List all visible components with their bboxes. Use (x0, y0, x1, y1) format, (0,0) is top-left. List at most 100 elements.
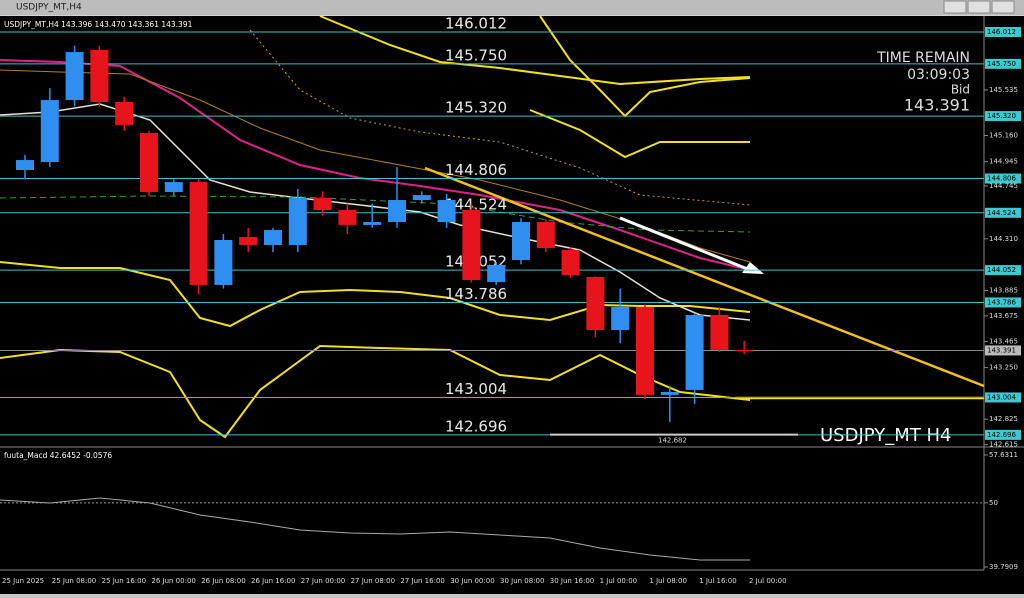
y-tick-label: 143.786 (987, 298, 1016, 306)
x-tick-label: 25 Jun 2025 (2, 577, 44, 585)
macd-area (0, 450, 1024, 570)
candle-body (40, 100, 59, 162)
candle-body (710, 314, 729, 350)
candle-body (363, 222, 382, 225)
y-tick-label: 144.806 (987, 175, 1016, 183)
y-tick-label: 143.391 (987, 346, 1016, 354)
x-tick-label: 1 Jul 00:00 (600, 577, 638, 585)
axis-highlight (985, 429, 1021, 440)
y-tick-label: 143.465 (989, 337, 1018, 345)
y-tick-label: 142.696 (987, 431, 1016, 439)
macd-tick-label: 50 (989, 499, 998, 507)
candle-body (115, 101, 134, 125)
direction-arrow (619, 216, 751, 272)
candle-body (462, 209, 481, 280)
close-button[interactable] (991, 0, 1015, 14)
candle-body (437, 200, 456, 223)
x-tick-label: 30 Jun 08:00 (500, 577, 544, 585)
y-tick-label: 144.524 (987, 209, 1016, 217)
candle-body (561, 249, 580, 275)
moving-average-pink (0, 59, 751, 271)
axis-highlight (985, 297, 1021, 308)
candle-body (487, 265, 506, 283)
candle-body (214, 240, 233, 285)
y-tick-label: 144.745 (989, 182, 1018, 190)
bid-caption: Bid (951, 83, 970, 97)
x-tick-label: 25 Jun 16:00 (102, 577, 146, 585)
axis-highlight (985, 392, 1021, 403)
candle-body (288, 197, 307, 245)
candle-body (536, 222, 555, 249)
x-tick-label: 26 Jun 08:00 (201, 577, 245, 585)
candle-body (65, 52, 84, 101)
x-tick-label: 2 Jul 00:00 (749, 577, 787, 585)
time-remain-title: TIME REMAIN (876, 50, 970, 66)
level-label: 146.012 (445, 15, 507, 33)
x-tick-label: 27 Jun 16:00 (400, 577, 444, 585)
x-tick-label: 27 Jun 00:00 (301, 577, 345, 585)
y-tick-label: 142.615 (989, 441, 1018, 449)
level-label: 145.750 (445, 46, 507, 64)
arrow-head (742, 262, 764, 274)
symbol-watermark: USDJPY_MT H4 (820, 425, 951, 446)
candle-body (735, 349, 754, 352)
bollinger-upper (319, 15, 751, 86)
candle-body (264, 230, 282, 245)
candle-body (660, 391, 679, 395)
candle-body (16, 160, 34, 171)
time-axis-area (0, 570, 1024, 594)
y-tick-label: 143.675 (989, 312, 1018, 320)
x-tick-label: 26 Jun 16:00 (251, 577, 295, 585)
moving-average-dotted (249, 29, 751, 206)
axis-highlight (985, 58, 1021, 69)
candle-body (164, 182, 183, 193)
bid-value: 143.391 (904, 96, 970, 115)
y-tick-label: 143.250 (989, 364, 1018, 372)
candle-body (412, 195, 431, 201)
level-label: 143.786 (445, 285, 507, 303)
moving-average-white (0, 103, 751, 321)
title-bar (0, 0, 1024, 15)
axis-highlight (985, 207, 1021, 218)
level-label: 143.004 (445, 380, 507, 398)
x-tick-label: 30 Jun 16:00 (550, 577, 594, 585)
y-tick-label: 143.885 (989, 286, 1018, 294)
macd-tick-label: 57.6311 (989, 451, 1018, 459)
y-tick-label: 145.535 (989, 86, 1018, 94)
level-label: 145.320 (445, 99, 507, 117)
x-tick-label: 26 Jun 00:00 (151, 577, 195, 585)
axis-highlight (985, 27, 1021, 37)
candle-body (611, 306, 630, 331)
y-tick-label: 144.052 (987, 266, 1016, 274)
candle-body (586, 276, 605, 331)
y-tick-label: 146.012 (987, 28, 1016, 36)
axis-highlight (985, 265, 1021, 276)
candle-body (388, 200, 406, 223)
macd-signal-line (0, 497, 750, 561)
axis-highlight (985, 111, 1021, 122)
x-tick-label: 27 Jun 08:00 (351, 577, 395, 585)
level-label: 142.696 (445, 417, 507, 435)
y-tick-label: 145.160 (989, 132, 1018, 140)
macd-label: fuuta_Macd 42.6452 -0.0576 (4, 451, 112, 460)
maximize-button[interactable] (967, 0, 991, 14)
candle-body (140, 132, 158, 193)
x-tick-label: 1 Jul 16:00 (699, 577, 737, 585)
candle-body (189, 182, 208, 285)
level-label: 144.524 (445, 195, 507, 213)
low-marker-label: 142.682 (658, 437, 687, 445)
ohlc-info: USDJPY_MT,H4 143.396 143.470 143.361 143… (4, 20, 193, 29)
candle-body (239, 236, 258, 245)
level-label: 144.806 (445, 161, 507, 179)
x-tick-label: 1 Jul 08:00 (649, 577, 687, 585)
candle-body (636, 306, 654, 395)
trend-line (424, 166, 985, 388)
x-tick-label: 30 Jun 00:00 (450, 577, 494, 585)
y-tick-label: 145.750 (987, 60, 1016, 68)
candle-body (512, 222, 530, 261)
minimize-button[interactable] (943, 0, 967, 14)
candle-body (90, 49, 109, 102)
bollinger-upper-3 (529, 109, 750, 159)
y-tick-label: 142.825 (989, 415, 1018, 423)
